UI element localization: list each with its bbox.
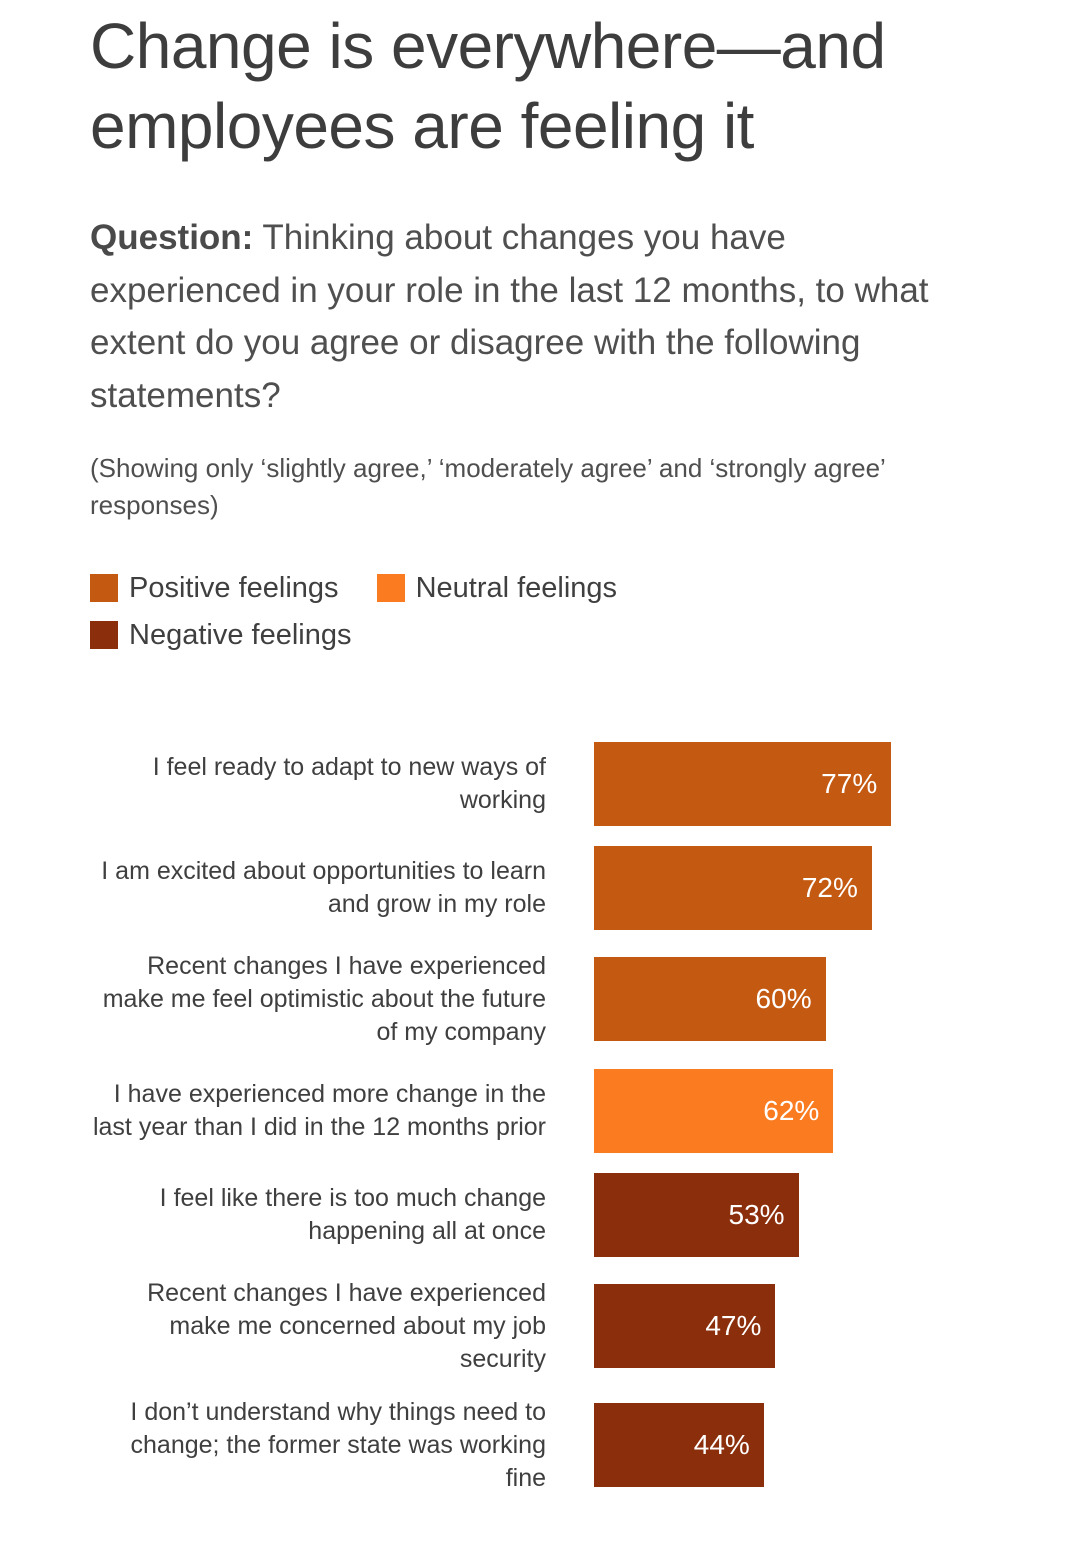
row-label: I am excited about opportunities to lear…	[101, 856, 546, 918]
chart-row: I am excited about opportunities to lear…	[90, 845, 1020, 930]
bar-neutral: 62%	[594, 1068, 834, 1153]
bar-positive: 77%	[594, 741, 892, 826]
bar-positive: 60%	[594, 957, 826, 1042]
row-label: Recent changes I have experienced make m…	[102, 951, 546, 1046]
infographic-page: Change is everywhere—and employees are f…	[90, 10, 1020, 1495]
row-label: I feel like there is too much change hap…	[159, 1183, 546, 1245]
row-label: Recent changes I have experienced make m…	[147, 1278, 546, 1373]
methodology-note: (Showing only ‘slightly agree,’ ‘moderat…	[90, 453, 885, 520]
bar-track: 53%	[594, 1172, 980, 1257]
bar-positive: 72%	[594, 845, 872, 930]
chart-row: I feel ready to adapt to new ways of wor…	[90, 741, 1020, 826]
bar-track: 72%	[594, 845, 980, 930]
bar-negative: 47%	[594, 1284, 776, 1369]
chart-row: Recent changes I have experienced make m…	[90, 950, 1020, 1049]
question-body: Thinking about changes you have experien…	[90, 218, 929, 415]
legend: Positive feelings Neutral feelings Negativ…	[90, 572, 730, 652]
bar-track: 62%	[594, 1068, 980, 1153]
bar-track: 47%	[594, 1284, 980, 1369]
bar-value: 62%	[763, 1094, 820, 1126]
legend-label: Negative feelings	[129, 618, 352, 651]
legend-item-negative: Negative feelings	[90, 619, 351, 652]
row-label: I feel ready to adapt to new ways of wor…	[152, 752, 546, 814]
bar-track: 44%	[594, 1403, 980, 1488]
neutral-swatch-icon	[376, 574, 405, 603]
bar-value: 77%	[821, 767, 878, 799]
question-text: Question: Thinking about changes you hav…	[90, 212, 985, 422]
row-label: I don’t understand why things need to ch…	[130, 1397, 546, 1492]
page-title: Change is everywhere—and employees are f…	[90, 10, 886, 162]
bar-track: 60%	[594, 957, 980, 1042]
bar-value: 72%	[801, 871, 858, 903]
bar-negative: 44%	[594, 1403, 764, 1488]
negative-swatch-icon	[90, 621, 118, 650]
legend-item-neutral: Neutral feelings	[376, 571, 618, 605]
legend-label: Neutral feelings	[415, 571, 618, 604]
bar-negative: 53%	[594, 1172, 799, 1257]
legend-item-positive: Positive feelings	[90, 572, 339, 605]
chart-row: Recent changes I have experienced make m…	[90, 1277, 1020, 1376]
bar-value: 44%	[693, 1429, 750, 1461]
bar-value: 47%	[705, 1310, 762, 1342]
bar-chart: I feel ready to adapt to new ways of wor…	[90, 741, 1020, 1495]
positive-swatch-icon	[90, 574, 118, 603]
question-label: Question:	[90, 218, 254, 257]
bar-value: 53%	[728, 1198, 785, 1230]
bar-track: 77%	[594, 741, 980, 826]
row-label: I have experienced more change in the la…	[92, 1079, 546, 1141]
chart-row: I have experienced more change in the la…	[90, 1068, 1020, 1153]
chart-row: I don’t understand why things need to ch…	[90, 1396, 1020, 1495]
chart-row: I feel like there is too much change hap…	[90, 1172, 1020, 1257]
bar-value: 60%	[755, 983, 812, 1015]
legend-label: Positive feelings	[129, 571, 339, 604]
